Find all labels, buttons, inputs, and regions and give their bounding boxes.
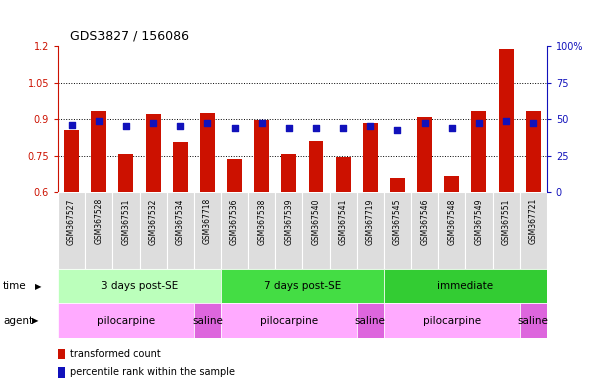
Bar xyxy=(520,303,547,338)
Text: GSM367527: GSM367527 xyxy=(67,198,76,245)
Text: GSM367540: GSM367540 xyxy=(312,198,321,245)
Point xyxy=(121,122,131,129)
Bar xyxy=(466,192,492,269)
Point xyxy=(420,120,430,126)
Bar xyxy=(85,192,112,269)
Text: pilocarpine: pilocarpine xyxy=(260,316,318,326)
Point xyxy=(94,118,104,124)
Text: 3 days post-SE: 3 days post-SE xyxy=(101,281,178,291)
Text: GSM367719: GSM367719 xyxy=(366,198,375,245)
Point xyxy=(447,125,456,131)
Bar xyxy=(145,114,161,192)
Bar xyxy=(357,303,384,338)
Text: saline: saline xyxy=(355,316,386,326)
Point xyxy=(202,120,212,126)
Bar xyxy=(254,120,269,192)
Bar xyxy=(91,111,106,192)
Bar xyxy=(384,303,520,338)
Bar xyxy=(499,48,514,192)
Point xyxy=(501,118,511,124)
Bar xyxy=(221,303,357,338)
Text: GSM367538: GSM367538 xyxy=(257,198,266,245)
Bar xyxy=(58,269,221,303)
Text: pilocarpine: pilocarpine xyxy=(97,316,155,326)
Point xyxy=(230,125,240,131)
Bar xyxy=(167,192,194,269)
Bar xyxy=(526,111,541,192)
Bar xyxy=(276,192,302,269)
Text: pilocarpine: pilocarpine xyxy=(423,316,481,326)
Bar xyxy=(444,176,459,192)
Bar xyxy=(417,117,432,192)
Text: agent: agent xyxy=(3,316,33,326)
Text: transformed count: transformed count xyxy=(70,349,161,359)
Text: GSM367551: GSM367551 xyxy=(502,198,511,245)
Text: immediate: immediate xyxy=(437,281,494,291)
Point xyxy=(257,120,266,126)
Bar xyxy=(309,141,323,192)
Bar xyxy=(492,192,520,269)
Bar xyxy=(384,192,411,269)
Text: GSM367528: GSM367528 xyxy=(94,198,103,244)
Bar xyxy=(119,154,133,192)
Bar xyxy=(335,157,351,192)
Text: saline: saline xyxy=(192,316,223,326)
Point xyxy=(311,125,321,131)
Bar xyxy=(438,192,466,269)
Text: ▶: ▶ xyxy=(35,281,42,291)
Bar xyxy=(357,192,384,269)
Point xyxy=(365,122,375,129)
Bar xyxy=(329,192,357,269)
Text: saline: saline xyxy=(518,316,549,326)
Bar xyxy=(221,192,248,269)
Text: GSM367549: GSM367549 xyxy=(475,198,483,245)
Bar xyxy=(282,154,296,192)
Point xyxy=(474,120,484,126)
Bar xyxy=(384,269,547,303)
Point xyxy=(175,122,185,129)
Text: GSM367531: GSM367531 xyxy=(122,198,130,245)
Text: GSM367548: GSM367548 xyxy=(447,198,456,245)
Point xyxy=(284,125,294,131)
Text: 7 days post-SE: 7 days post-SE xyxy=(264,281,341,291)
Text: GSM367721: GSM367721 xyxy=(529,198,538,244)
Bar xyxy=(302,192,329,269)
Bar xyxy=(194,303,221,338)
Bar xyxy=(520,192,547,269)
Text: GSM367541: GSM367541 xyxy=(338,198,348,245)
Text: ▶: ▶ xyxy=(32,316,38,325)
Text: GSM367532: GSM367532 xyxy=(148,198,158,245)
Bar xyxy=(139,192,167,269)
Text: GSM367536: GSM367536 xyxy=(230,198,239,245)
Text: percentile rank within the sample: percentile rank within the sample xyxy=(70,367,235,377)
Bar xyxy=(64,130,79,192)
Point xyxy=(529,120,538,126)
Bar xyxy=(200,113,215,192)
Bar xyxy=(363,123,378,192)
Bar xyxy=(472,111,486,192)
Point xyxy=(393,127,403,134)
Bar xyxy=(221,269,384,303)
Text: GSM367546: GSM367546 xyxy=(420,198,429,245)
Text: GSM367534: GSM367534 xyxy=(176,198,185,245)
Bar xyxy=(112,192,139,269)
Point xyxy=(148,120,158,126)
Text: GSM367545: GSM367545 xyxy=(393,198,402,245)
Bar xyxy=(173,142,188,192)
Bar xyxy=(411,192,438,269)
Point xyxy=(338,125,348,131)
Bar xyxy=(58,303,194,338)
Bar xyxy=(58,192,85,269)
Bar xyxy=(194,192,221,269)
Bar xyxy=(248,192,276,269)
Text: GSM367539: GSM367539 xyxy=(284,198,293,245)
Text: GDS3827 / 156086: GDS3827 / 156086 xyxy=(70,29,189,42)
Point xyxy=(67,122,76,128)
Bar xyxy=(227,159,242,192)
Bar xyxy=(390,178,405,192)
Text: time: time xyxy=(3,281,27,291)
Text: GSM367718: GSM367718 xyxy=(203,198,212,244)
